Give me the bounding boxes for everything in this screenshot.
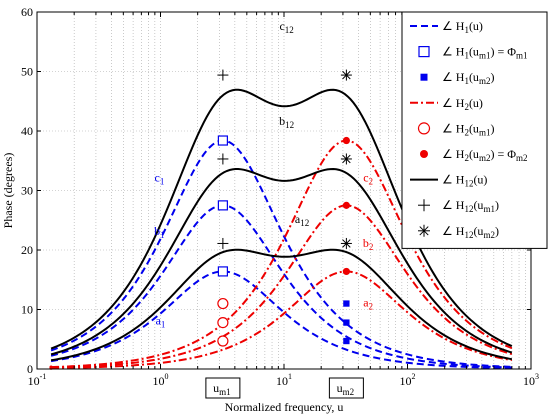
legend-label: ∠ H12(u) [442,173,487,189]
series-line-b2 [51,204,513,369]
x-tick-label: 100 [153,372,169,388]
marker-plus [217,153,229,165]
curve-label-b2: b2 [363,236,374,252]
legend-label: ∠ H2(um2) = Φm2 [442,147,528,163]
legend-label: ∠ H12(um1) [442,198,499,214]
marker-square-open [418,45,430,58]
legend: ∠ H1(u) ∠ H1(um1) = Φm1 ∠ H1(um2) ∠ H2(u) ∠ … [401,11,548,249]
x-marker-box [205,377,241,399]
marker-square-open [217,135,228,146]
annotation-layer: c12 b12 a12 c1 b1 a1 c2 b2 a2 [154,19,373,330]
legend-item: ∠ H1(u) [410,19,483,35]
curve-label-c2: c2 [363,171,373,187]
y-tick-label: 40 [21,124,33,138]
marker-circle-open [217,297,229,310]
curve-label-b12: b12 [279,114,294,130]
y-tick-label: 10 [21,303,33,317]
marker-asterisk-stroke [342,70,351,80]
legend-item: ∠ H12(um1) [418,198,499,214]
x-marker-label: um2 [337,381,355,397]
y-tick-label: 20 [21,243,33,257]
marker-square-filled [343,319,350,326]
legend-item: ∠ H1(um1) = Φm1 [418,45,528,61]
curve-label-c12: c12 [279,19,293,35]
marker-square-open [217,200,228,211]
marker-square-open [217,266,228,277]
marker-plus [217,237,229,249]
legend-item: ∠ H2(u) [410,96,483,112]
x-marker-layer: um1 um2 [205,377,364,399]
legend-item: ∠ H1(um2) [420,70,494,86]
grid [37,12,531,369]
marker-layer [217,69,352,347]
marker-asterisk [340,237,352,249]
legend-label: ∠ H1(um1) = Φm1 [442,45,528,61]
marker-plus [418,199,430,212]
x-tick-label: 10-1 [28,372,47,388]
x-tick-label: 101 [276,372,292,388]
marker-asterisk-stroke [342,239,351,248]
x-tick-label: 102 [400,372,416,388]
marker-circle-filled [342,267,350,276]
marker-plus [217,69,229,81]
series-layer [49,88,513,370]
series-line-b1 [50,204,512,369]
series-line-c1 [50,139,512,368]
legend-label: ∠ H12(um2) [442,224,499,240]
tick-layer: 0 10 20 30 40 50 60 10-1 100 101 102 103 [21,5,539,388]
y-tick-label: 60 [21,5,33,19]
marker-square-filled [420,73,428,81]
marker-asterisk [340,69,352,81]
y-tick-label: 0 [27,362,33,376]
curve-label-a12: a12 [295,212,309,228]
series-line-a1 [50,270,512,370]
series-line-b12 [50,168,513,356]
x-marker-label: um1 [213,381,231,397]
legend-label: ∠ H2(u) [442,96,483,112]
legend-label: ∠ H1(u) [442,19,483,35]
marker-circle-open [217,335,229,347]
marker-circle-open [417,122,431,135]
legend-label: ∠ H2(um1) [442,121,494,137]
curve-label-a1: a1 [156,313,166,329]
curve-label-b1: b1 [154,224,165,240]
y-tick-label: 30 [21,184,33,198]
x-axis-label: Normalized frequency, u [225,400,344,414]
marker-circle-filled [342,201,350,209]
legend-label: ∠ H1(um2) [442,70,494,86]
series-line-c12 [50,88,513,350]
series-start-dot [49,365,53,369]
marker-asterisk [340,153,352,165]
x-marker-box [328,377,364,399]
marker-asterisk-stroke [419,226,429,236]
curve-label-a2: a2 [363,296,373,312]
marker-asterisk-stroke [342,154,351,164]
marker-circle-open [217,316,229,329]
marker-asterisk [418,224,430,237]
x-tick-label: 103 [523,372,539,388]
marker-square-filled [343,300,350,307]
legend-item: ∠ H2(um1) [417,121,494,137]
curve-label-c1: c1 [155,171,165,187]
legend-item: ∠ H12(u) [410,173,487,189]
legend-item: ∠ H2(um2) = Φm2 [420,147,528,163]
marker-square-filled [343,337,350,345]
series-line-a2 [51,270,513,370]
y-axis-label: Phase (degrees) [1,153,15,229]
marker-circle-filled [420,150,428,158]
series-line-c2 [51,139,513,369]
legend-item: ∠ H12(um2) [418,224,499,240]
marker-circle-filled [342,136,350,145]
y-tick-label: 50 [21,65,33,79]
series-line-a12 [50,248,513,362]
